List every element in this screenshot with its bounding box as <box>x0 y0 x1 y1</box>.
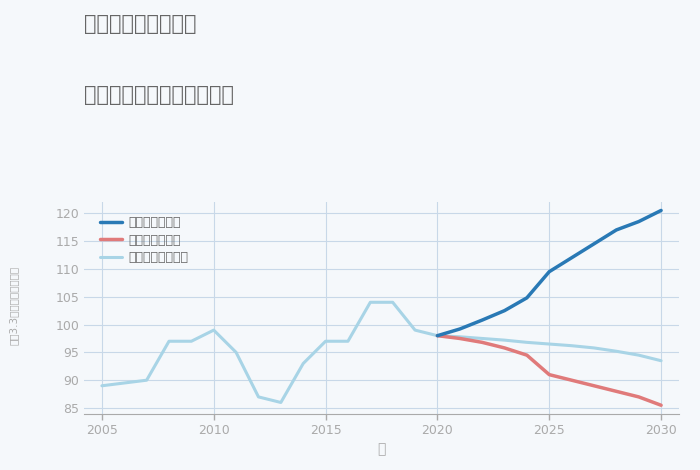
グッドシナリオ <box>545 269 554 274</box>
ノーマルシナリオ <box>657 358 665 364</box>
グッドシナリオ <box>634 219 643 224</box>
Text: 埼玉県熊谷市飯塚の: 埼玉県熊谷市飯塚の <box>84 14 197 34</box>
Legend: グッドシナリオ, バッドシナリオ, ノーマルシナリオ: グッドシナリオ, バッドシナリオ, ノーマルシナリオ <box>96 212 192 268</box>
グッドシナリオ <box>612 227 621 233</box>
バッドシナリオ <box>612 389 621 394</box>
Line: グッドシナリオ: グッドシナリオ <box>438 211 661 336</box>
バッドシナリオ <box>500 345 509 351</box>
ノーマルシナリオ <box>568 343 576 349</box>
Line: ノーマルシナリオ: ノーマルシナリオ <box>438 336 661 361</box>
グッドシナリオ <box>590 241 598 247</box>
ノーマルシナリオ <box>545 341 554 347</box>
グッドシナリオ <box>657 208 665 213</box>
ノーマルシナリオ <box>590 345 598 351</box>
バッドシナリオ <box>456 336 464 341</box>
Line: バッドシナリオ: バッドシナリオ <box>438 336 661 405</box>
ノーマルシナリオ <box>612 348 621 354</box>
バッドシナリオ <box>478 339 486 345</box>
X-axis label: 年: 年 <box>377 443 386 456</box>
Text: 平（3.3㎡）単価（万円）: 平（3.3㎡）単価（万円） <box>9 266 19 345</box>
バッドシナリオ <box>590 383 598 389</box>
ノーマルシナリオ <box>500 337 509 343</box>
バッドシナリオ <box>657 402 665 408</box>
バッドシナリオ <box>568 377 576 383</box>
グッドシナリオ <box>478 317 486 323</box>
バッドシナリオ <box>545 372 554 377</box>
グッドシナリオ <box>433 333 442 338</box>
ノーマルシナリオ <box>523 339 531 345</box>
グッドシナリオ <box>523 295 531 301</box>
グッドシナリオ <box>500 308 509 313</box>
バッドシナリオ <box>433 333 442 338</box>
グッドシナリオ <box>568 255 576 260</box>
ノーマルシナリオ <box>634 352 643 358</box>
ノーマルシナリオ <box>456 334 464 340</box>
ノーマルシナリオ <box>433 333 442 338</box>
バッドシナリオ <box>523 352 531 358</box>
グッドシナリオ <box>456 326 464 332</box>
ノーマルシナリオ <box>478 336 486 341</box>
Text: 中古マンションの価格推移: 中古マンションの価格推移 <box>84 85 234 105</box>
バッドシナリオ <box>634 394 643 399</box>
